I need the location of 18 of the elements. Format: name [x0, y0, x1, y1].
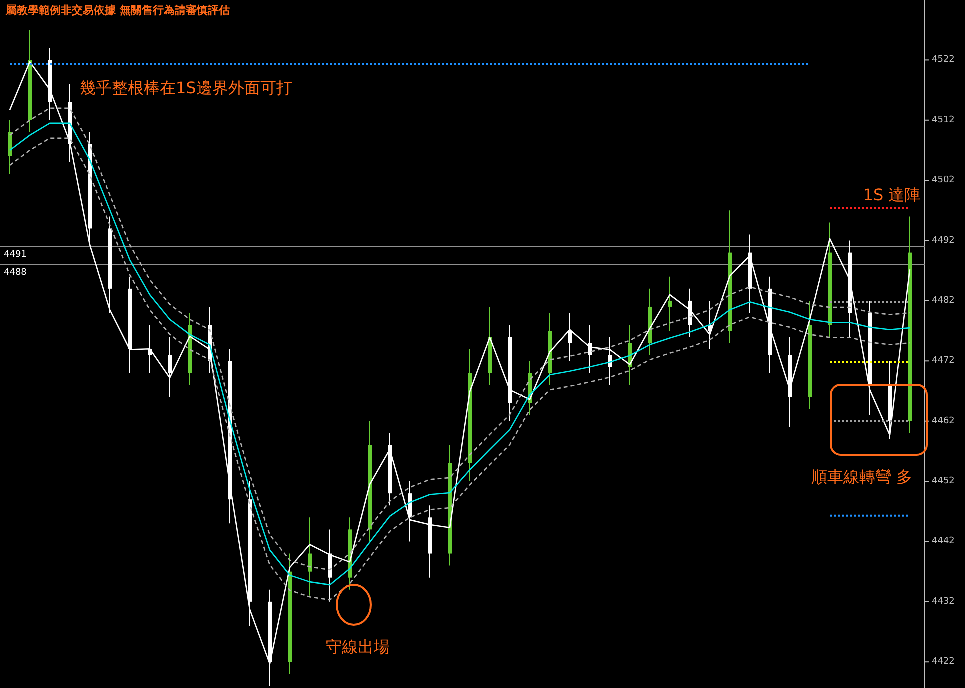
y-tick-label: 4422 [932, 657, 955, 668]
annotation: 順車線轉彎 多 [811, 468, 913, 486]
y-tick-label: 4452 [932, 476, 955, 487]
y-tick-label: 4512 [932, 115, 955, 126]
y-tick-label: 4472 [932, 356, 955, 366]
y-tick-label: 4502 [932, 176, 955, 186]
y-tick-label: 4462 [932, 416, 955, 426]
y-tick-label: 4442 [932, 536, 955, 547]
ref-line-label: 4488 [4, 268, 28, 278]
ref-line-label: 4491 [4, 250, 27, 260]
y-tick-label: 4522 [932, 55, 955, 66]
annotation: 守線出場 [326, 638, 390, 656]
chart-title: 屬教學範例非交易依據 無關售行為請審慎評估 [5, 4, 230, 17]
annotation: 幾乎整根棒在1S邊界外面可打 [80, 78, 292, 98]
y-tick-label: 4492 [932, 236, 955, 246]
y-tick-label: 4432 [932, 596, 955, 607]
annotation: 1S 達陣 [863, 186, 921, 204]
y-tick-label: 4482 [932, 296, 955, 306]
